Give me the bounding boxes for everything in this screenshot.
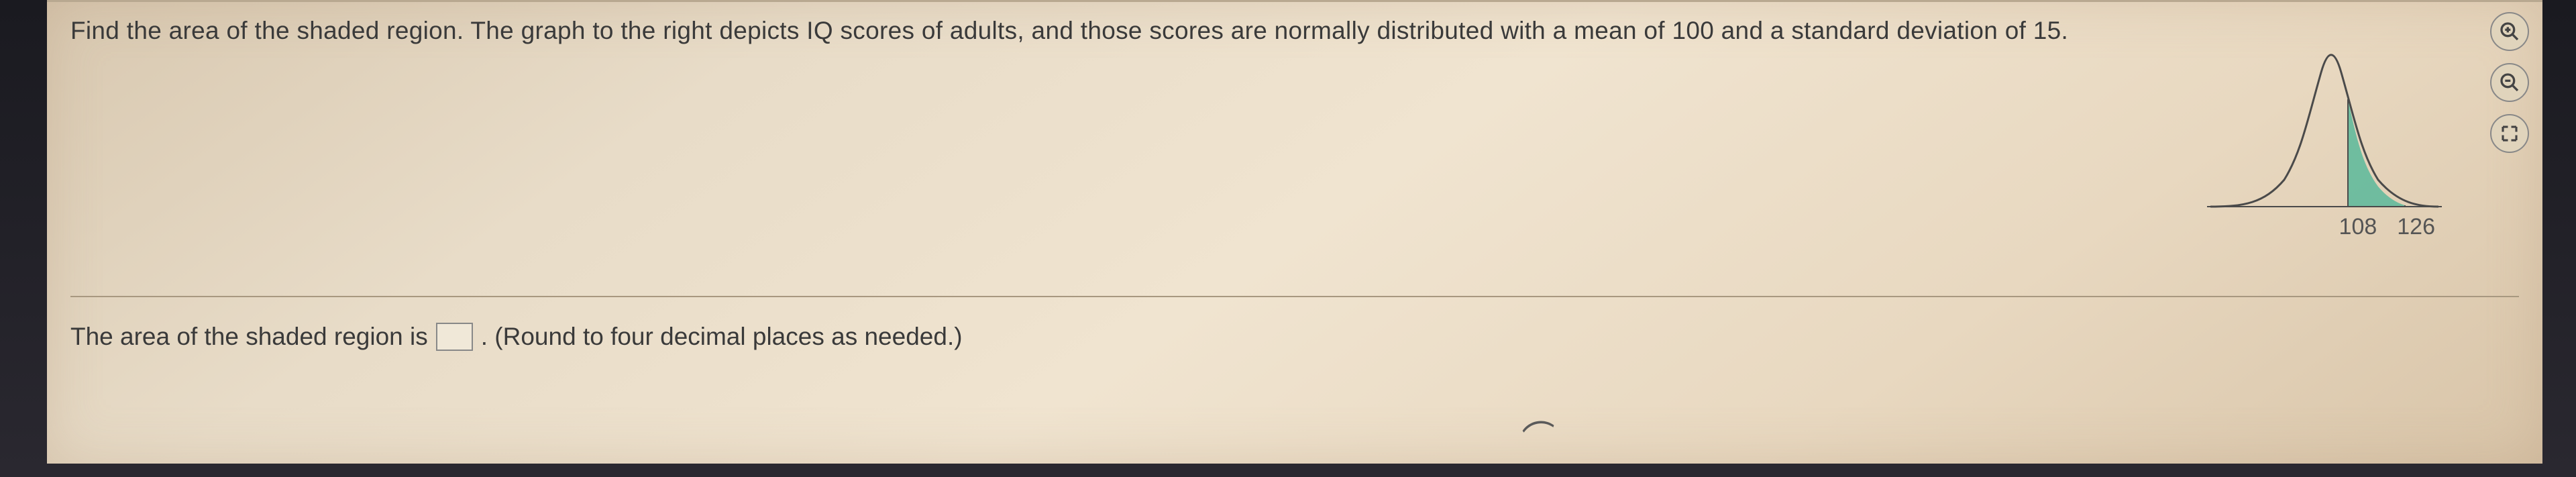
- screen-frame: Find the area of the shaded region. The …: [0, 0, 2576, 477]
- question-text: Find the area of the shaded region. The …: [70, 17, 2068, 45]
- zoom-in-icon[interactable]: [2490, 12, 2529, 51]
- answer-suffix: . (Round to four decimal places as neede…: [481, 323, 963, 351]
- zoom-out-icon[interactable]: [2490, 63, 2529, 102]
- axis-label-2: 126: [2397, 214, 2435, 240]
- axis-label-1: 108: [2339, 214, 2377, 240]
- answer-row: The area of the shaded region is . (Roun…: [70, 323, 963, 351]
- section-divider: [70, 296, 2519, 297]
- answer-prefix: The area of the shaded region is: [70, 323, 428, 351]
- answer-input[interactable]: [436, 323, 473, 351]
- bell-curve-path: [2210, 55, 2438, 207]
- axis-labels: 108 126: [2339, 214, 2435, 240]
- tool-icons: [2490, 12, 2529, 153]
- cursor-trail: ⌒: [1519, 409, 1560, 462]
- question-panel: Find the area of the shaded region. The …: [47, 0, 2542, 464]
- shaded-region: [2348, 99, 2405, 207]
- fullscreen-icon[interactable]: [2490, 114, 2529, 153]
- normal-curve-svg: [2204, 22, 2445, 230]
- normal-distribution-graph: 108 126: [2204, 22, 2445, 230]
